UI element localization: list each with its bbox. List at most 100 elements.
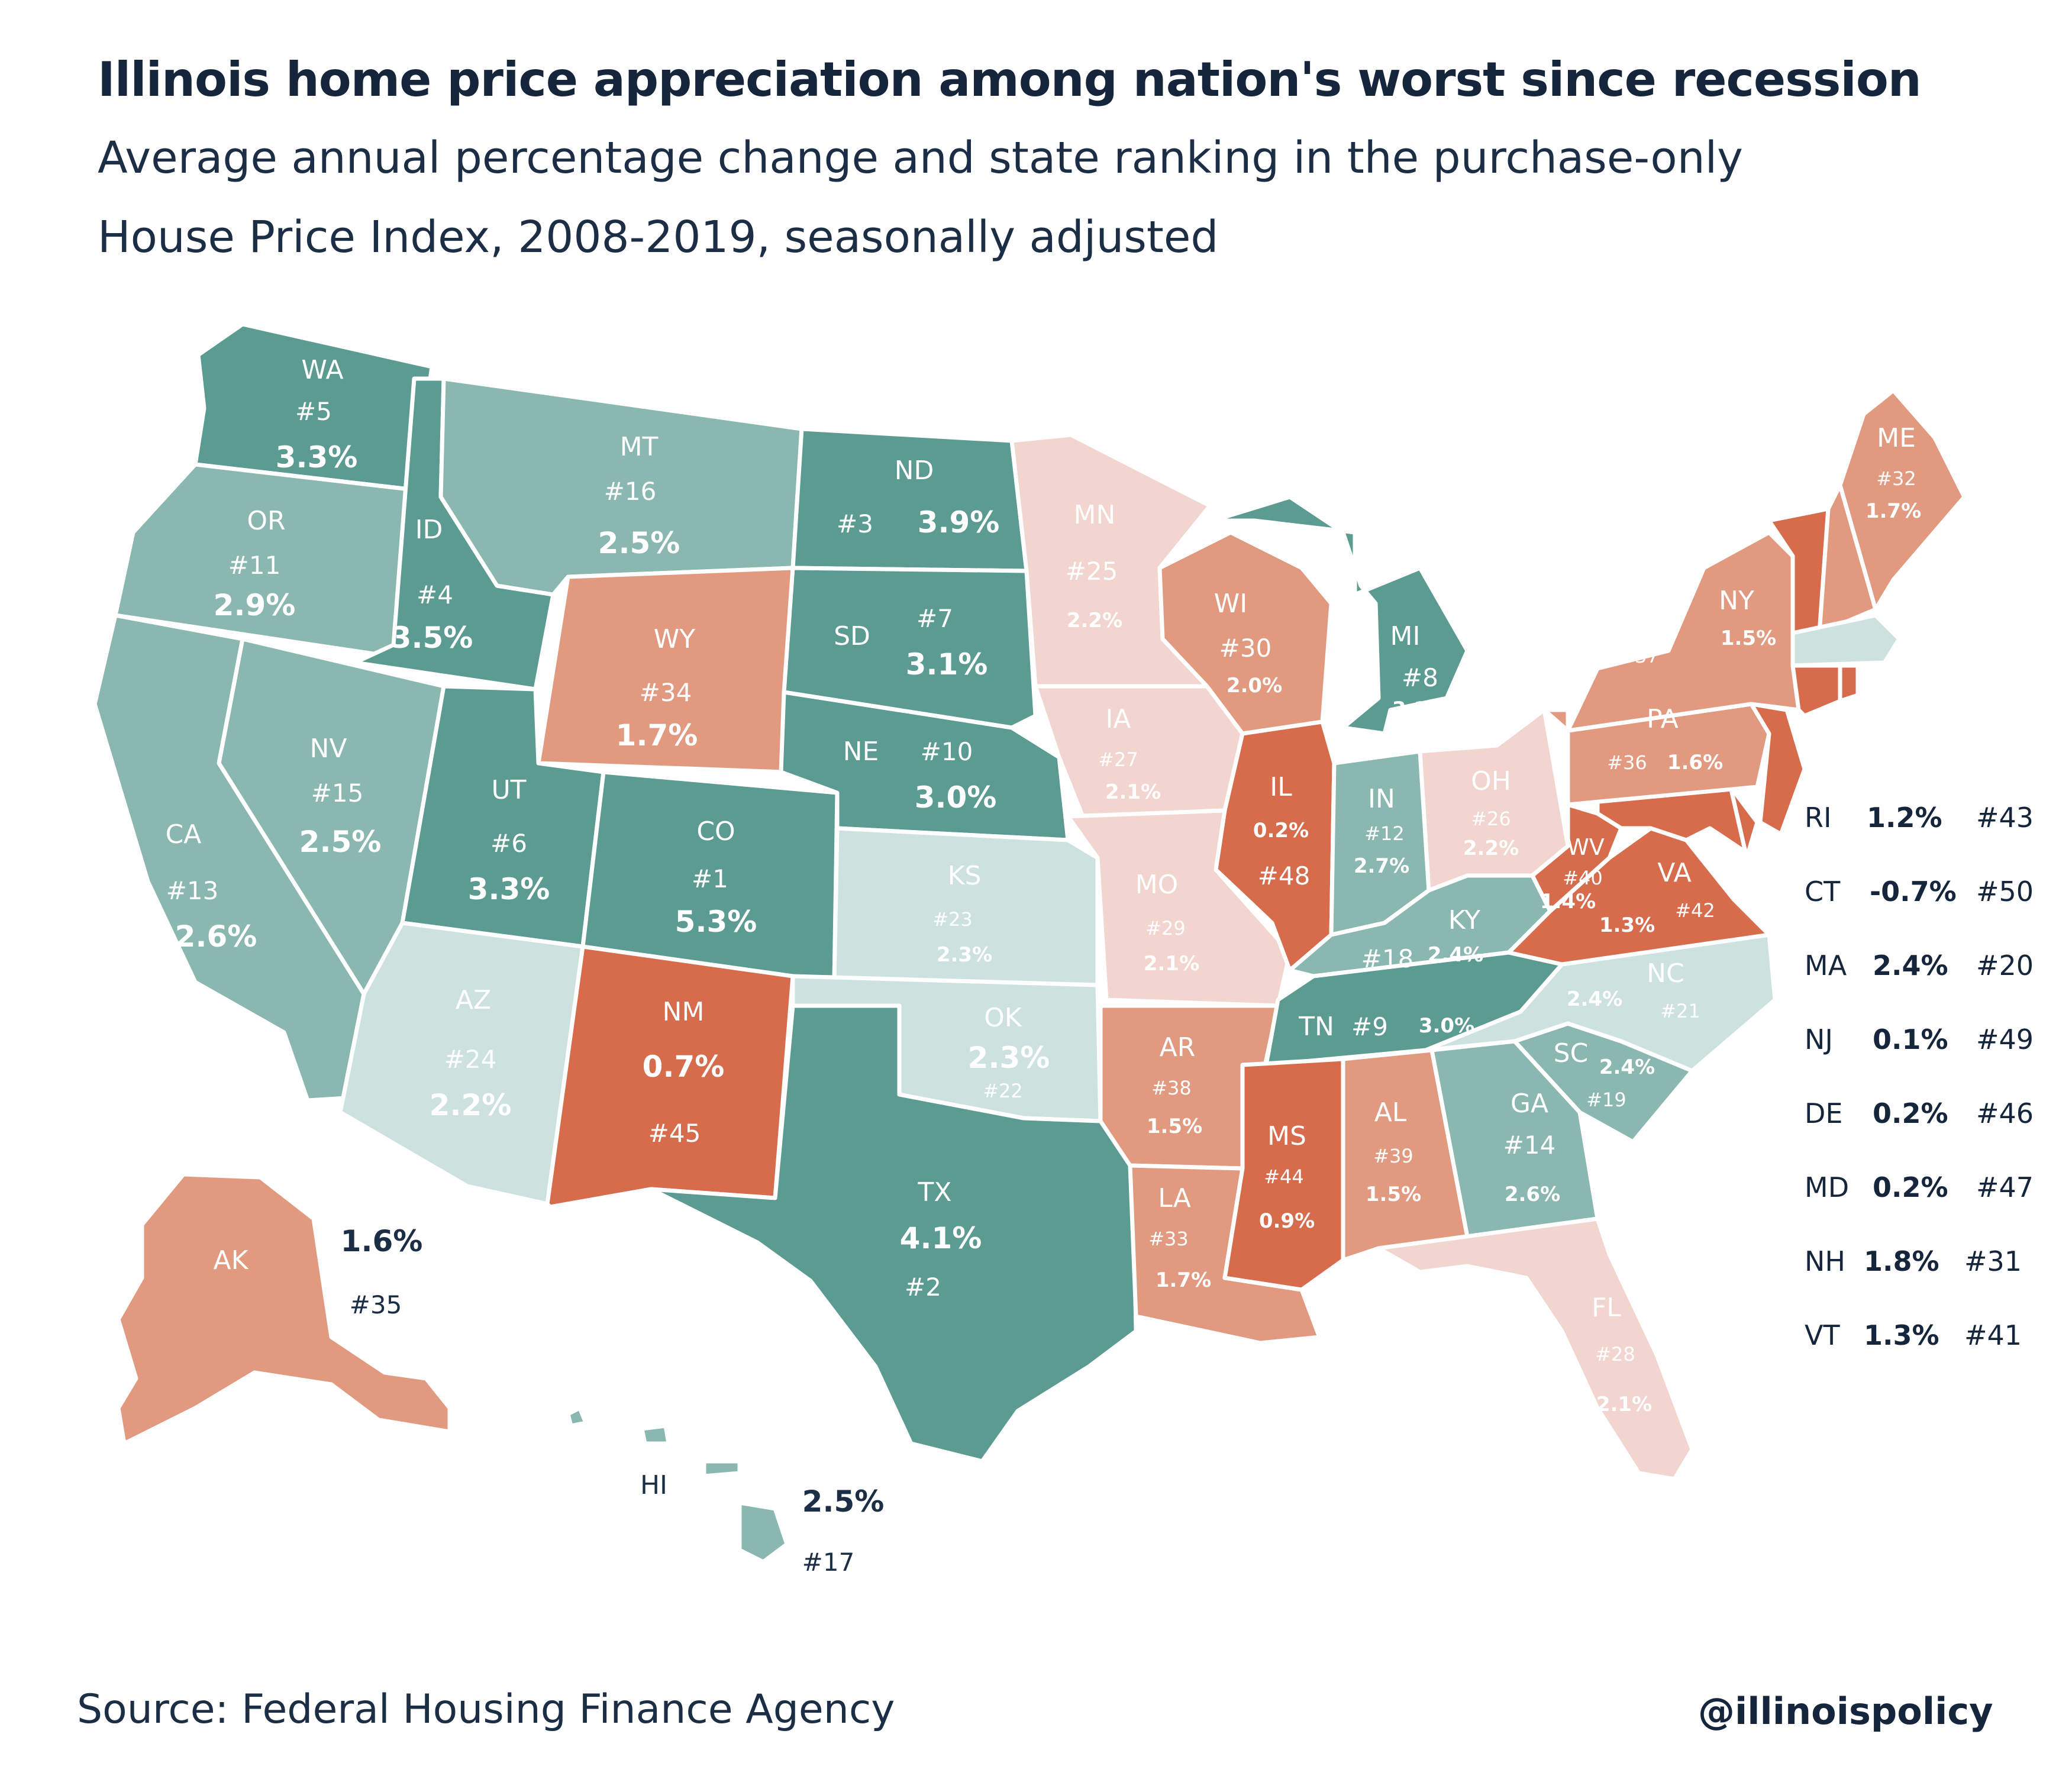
label-pct-AZ: 2.2%	[430, 1088, 512, 1122]
state-shape-MA	[1790, 613, 1902, 668]
ne-pct: 1.8%	[1864, 1245, 1939, 1277]
source-note: Source: Federal Housing Finance Agency	[77, 1686, 895, 1733]
label-rank-KS: #23	[932, 908, 973, 931]
ne-rank: #46	[1976, 1097, 2034, 1129]
state-shape-OR	[113, 462, 417, 659]
state-shape-NY	[1566, 530, 1807, 733]
label-pct-CO: 5.3%	[675, 905, 757, 939]
ne-rank: #20	[1976, 950, 2034, 981]
label-rank-FL: #28	[1595, 1343, 1635, 1365]
label-pct-LA: 1.7%	[1156, 1268, 1211, 1292]
label-abbr-MN: MN	[1074, 500, 1116, 530]
label-rank-LA: #33	[1148, 1228, 1189, 1250]
label-rank-ID: #4	[417, 580, 453, 609]
label-abbr-MT: MT	[620, 432, 659, 462]
label-pct-WI: 2.0%	[1227, 674, 1282, 698]
label-pct-IA: 2.1%	[1105, 780, 1161, 804]
label-rank-OK: #22	[983, 1080, 1023, 1102]
label-rank-MO: #29	[1145, 917, 1186, 939]
label-abbr-GA: GA	[1511, 1089, 1548, 1119]
label-abbr-NY: NY	[1719, 586, 1754, 616]
label-pct-NM: 0.7%	[643, 1050, 725, 1084]
ne-pct: 0.2%	[1873, 1097, 1948, 1129]
ne-state: NH	[1805, 1245, 1845, 1277]
label-abbr-AR: AR	[1160, 1032, 1196, 1063]
label-rank-SC: #19	[1586, 1089, 1626, 1111]
label-rank-GA: #14	[1503, 1131, 1556, 1160]
label-abbr-MO: MO	[1135, 870, 1179, 900]
ne-rank: #47	[1976, 1171, 2034, 1203]
label-rank-NC: #21	[1660, 1000, 1700, 1022]
label-pct-WA: 3.3%	[276, 440, 358, 474]
label-abbr-KS: KS	[948, 861, 982, 891]
label-rank-AL: #39	[1373, 1145, 1413, 1167]
label-pct-MT: 2.5%	[598, 526, 680, 560]
ne-state: CT	[1805, 876, 1841, 908]
label-rank-IN: #12	[1364, 822, 1405, 845]
label-pct-AL: 1.5%	[1366, 1183, 1421, 1206]
state-shape-HI	[737, 1500, 789, 1564]
label-pct-UT: 3.3%	[468, 872, 550, 906]
chart-subtitle: Average annual percentage change and sta…	[98, 133, 1743, 263]
chart-title: Illinois home price appreciation among n…	[98, 52, 1922, 107]
label-abbr-NE: NE	[843, 737, 879, 767]
label-abbr-WV: WV	[1567, 834, 1605, 860]
label-abbr-TN: TN	[1298, 1012, 1334, 1042]
label-abbr-UT: UT	[491, 775, 526, 805]
label-abbr-WY: WY	[654, 624, 696, 654]
label-pct-NY: 1.5%	[1721, 627, 1776, 650]
label-abbr-ND: ND	[895, 456, 934, 486]
label-rank-WA: #5	[295, 397, 332, 426]
label-pct-IN: 2.7%	[1354, 854, 1409, 878]
ne-pct: 1.3%	[1864, 1319, 1939, 1351]
ne-pct: 2.4%	[1873, 950, 1948, 981]
label-pct-AR: 1.5%	[1147, 1115, 1202, 1138]
label-pct-NC: 2.4%	[1567, 987, 1622, 1011]
label-abbr-CA: CA	[166, 819, 202, 850]
label-abbr-AL: AL	[1374, 1097, 1407, 1128]
label-pct-MS: 0.9%	[1259, 1209, 1315, 1233]
label-rank-NV: #15	[311, 779, 364, 808]
label-rank-HI: #17	[802, 1548, 855, 1577]
label-rank-AZ: #24	[444, 1045, 497, 1074]
label-rank-CO: #1	[692, 864, 728, 893]
ne-state: NJ	[1805, 1023, 1833, 1055]
label-pct-SD: 3.1%	[906, 647, 988, 682]
label-pct-CA: 2.6%	[175, 919, 257, 954]
label-pct-OR: 2.9%	[214, 588, 296, 622]
ne-rank: #43	[1976, 802, 2034, 834]
label-pct-AK: 1.6%	[341, 1224, 423, 1258]
label-abbr-IA: IA	[1105, 704, 1131, 734]
label-pct-OH: 2.2%	[1463, 837, 1519, 860]
label-abbr-ID: ID	[415, 515, 443, 545]
label-abbr-FL: FL	[1592, 1293, 1621, 1323]
label-pct-TX: 4.1%	[900, 1221, 982, 1255]
state-shape-DE	[1728, 784, 1760, 854]
label-rank-IA: #27	[1098, 748, 1138, 771]
label-abbr-TX: TX	[917, 1177, 951, 1207]
label-abbr-IN: IN	[1368, 784, 1395, 814]
ne-pct: 0.2%	[1873, 1171, 1948, 1203]
label-rank-CA: #13	[166, 876, 219, 905]
label-abbr-SD: SD	[834, 621, 870, 651]
label-pct-HI: 2.5%	[802, 1484, 885, 1519]
state-shape-AK	[116, 1172, 452, 1446]
state-shape-NC	[1424, 932, 1777, 1073]
label-abbr-OR: OR	[247, 506, 285, 536]
label-pct-NE: 3.0%	[915, 780, 997, 815]
label-pct-KY: 2.4%	[1428, 943, 1483, 967]
ne-pct: 1.2%	[1867, 802, 1942, 834]
label-pct-SC: 2.4%	[1599, 1055, 1655, 1079]
label-pct-VA: 1.3%	[1599, 913, 1655, 937]
ne-rank: #49	[1976, 1023, 2034, 1055]
state-shape-FL	[1376, 1216, 1695, 1481]
label-rank-WV: #40	[1563, 867, 1603, 889]
label-rank-MN: #25	[1066, 557, 1118, 586]
label-abbr-KY: KY	[1448, 905, 1480, 935]
ne-pct: -0.7%	[1870, 876, 1957, 908]
label-abbr-AK: AK	[214, 1245, 249, 1276]
label-abbr-ME: ME	[1877, 423, 1916, 453]
label-abbr-WA: WA	[301, 355, 343, 385]
label-rank-NM: #45	[648, 1119, 701, 1148]
label-rank-ME: #32	[1876, 467, 1916, 490]
